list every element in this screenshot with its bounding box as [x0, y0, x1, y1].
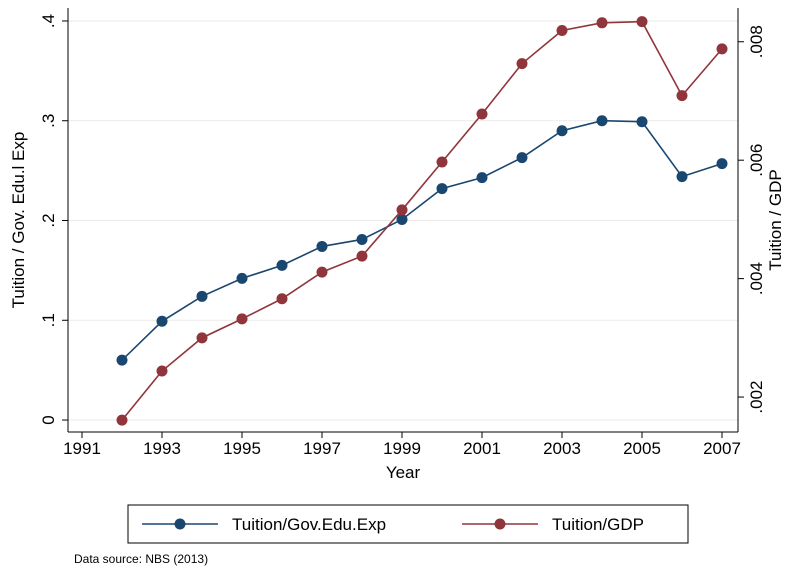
- point: [276, 259, 288, 271]
- point: [316, 266, 328, 278]
- x-tick-label: 2005: [623, 439, 661, 458]
- x-tick-label: 1995: [223, 439, 261, 458]
- x-tick-label: 1999: [383, 439, 421, 458]
- point: [516, 58, 528, 70]
- point: [236, 272, 248, 284]
- point: [596, 115, 608, 127]
- x-tick-label: 2001: [463, 439, 501, 458]
- point: [316, 240, 328, 252]
- point: [636, 16, 648, 28]
- point: [636, 116, 648, 128]
- point: [196, 332, 208, 344]
- point: [356, 233, 368, 245]
- y-tick-label: .3: [39, 114, 58, 128]
- legend-marker: [174, 518, 186, 530]
- point: [556, 125, 568, 137]
- y-tick-label: .2: [39, 213, 58, 227]
- point: [476, 108, 488, 120]
- y2-tick-label: .004: [747, 262, 766, 295]
- point: [476, 172, 488, 184]
- point: [156, 315, 168, 327]
- y-tick-label: 0: [39, 415, 58, 424]
- legend-label: Tuition/GDP: [552, 515, 644, 534]
- series-line: [121, 119, 723, 361]
- y2-tick-label: .002: [747, 381, 766, 414]
- x-tick-label: 2007: [703, 439, 741, 458]
- y-tick-label: .1: [39, 313, 58, 327]
- point: [676, 171, 688, 183]
- legend-box: [127, 504, 689, 544]
- point: [156, 365, 168, 377]
- point: [236, 313, 248, 325]
- point: [716, 158, 728, 170]
- x-tick-label: 2003: [543, 439, 581, 458]
- point: [516, 152, 528, 164]
- point: [716, 43, 728, 55]
- x-tick-label: 1997: [303, 439, 341, 458]
- x-tick-label: 1991: [63, 439, 101, 458]
- point: [356, 250, 368, 262]
- point: [396, 204, 408, 216]
- y-tick-label: .4: [39, 14, 58, 28]
- point: [436, 183, 448, 195]
- point: [556, 25, 568, 37]
- point: [196, 290, 208, 302]
- point: [116, 354, 128, 366]
- point: [116, 414, 128, 426]
- x-axis-label: Year: [386, 463, 421, 482]
- point: [276, 293, 288, 305]
- y2-tick-label: .008: [747, 25, 766, 58]
- legend-label: Tuition/Gov.Edu.Exp: [232, 515, 386, 534]
- y2-tick-label: .006: [747, 144, 766, 177]
- x-tick-label: 1993: [143, 439, 181, 458]
- note: Data source: NBS (2013): [74, 552, 208, 566]
- point: [596, 17, 608, 29]
- legend-marker: [494, 518, 506, 530]
- point: [436, 156, 448, 168]
- point: [676, 90, 688, 102]
- series-line: [121, 20, 723, 421]
- y-axis-label: Tuition / Gov. Edu.l Exp: [9, 132, 28, 309]
- point: [396, 214, 408, 226]
- y2-axis-label: Tuition / GDP: [766, 169, 785, 270]
